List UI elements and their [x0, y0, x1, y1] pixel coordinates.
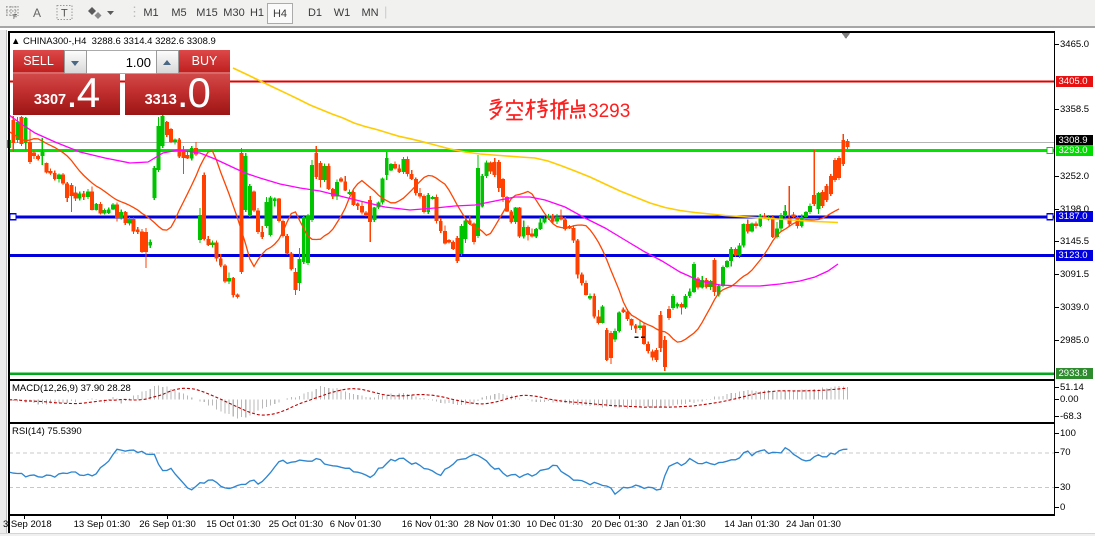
svg-text:A: A [33, 6, 41, 20]
svg-text:F: F [13, 14, 17, 21]
svg-text:3293: 3293 [588, 101, 630, 122]
svg-text:T: T [61, 8, 68, 20]
